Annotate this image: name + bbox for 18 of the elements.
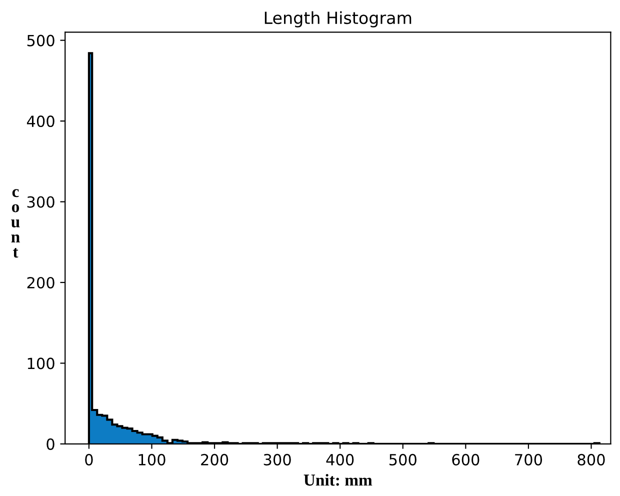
x-axis-title: Unit: mm xyxy=(304,474,372,486)
y-tick-label: 100 xyxy=(28,358,54,370)
y-axis-title: count xyxy=(11,189,20,258)
y-tick-label: 400 xyxy=(26,116,54,128)
x-tick-label: 500 xyxy=(389,454,416,466)
x-tick-label: 800 xyxy=(578,454,605,466)
x-tick-label: 300 xyxy=(264,454,291,466)
x-tick-label: 100 xyxy=(138,454,166,466)
y-tick-label: 200 xyxy=(27,276,54,288)
x-tick-label: 600 xyxy=(452,454,480,466)
y-tick-label: 500 xyxy=(27,34,54,46)
x-tick-label: 400 xyxy=(326,454,354,466)
chart-title: Length Histogram xyxy=(264,11,412,28)
y-tick-label: 0 xyxy=(46,438,54,450)
x-tick-label: 700 xyxy=(515,454,542,466)
y-tick-label: 300 xyxy=(27,196,54,208)
x-tick-label: 200 xyxy=(201,454,228,466)
x-tick-label: 0 xyxy=(85,454,93,466)
